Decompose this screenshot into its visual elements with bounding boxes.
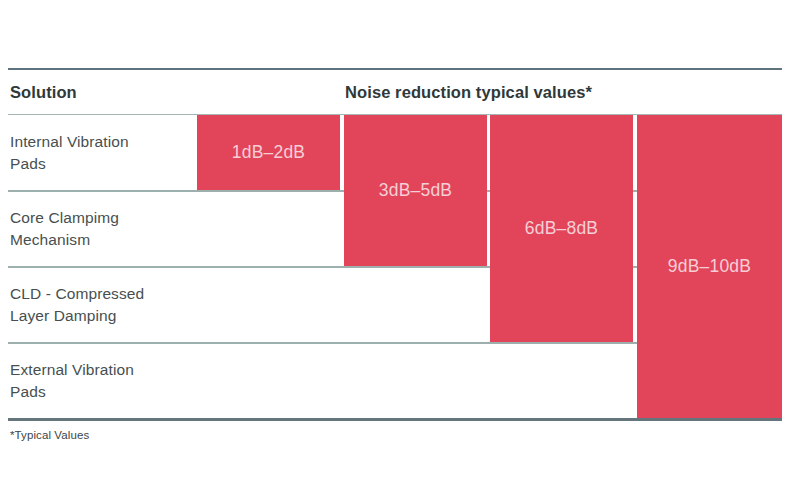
table-header-row: Solution Noise reduction typical values* — [8, 68, 782, 115]
bar-1db-2db: 1dB–2dB — [197, 115, 340, 190]
footnote-typical-values: *Typical Values — [10, 429, 89, 441]
table-row: Core Clampimg Mechanism — [8, 192, 196, 266]
row-label-internal-vibration-pads: Internal Vibration Pads — [8, 131, 165, 175]
figure-canvas: Solution Noise reduction typical values*… — [0, 0, 800, 499]
bar-3db-5db: 3dB–5dB — [344, 115, 487, 266]
bar-value-label: 1dB–2dB — [232, 142, 305, 163]
bar-value-label: 9dB–10dB — [668, 256, 751, 277]
table-row: External Vibration Pads — [8, 344, 196, 418]
table-row: CLD - Compressed Layer Damping — [8, 268, 196, 342]
table-row: Internal Vibration Pads — [8, 115, 196, 190]
table-body: Internal Vibration Pads Core Clampimg Me… — [8, 115, 782, 421]
row-label-external-vibration-pads: External Vibration Pads — [8, 359, 165, 403]
bar-9db-10db: 9dB–10dB — [637, 115, 782, 418]
column-header-noise-values: Noise reduction typical values* — [345, 83, 592, 102]
row-label-cld-compressed-layer-damping: CLD - Compressed Layer Damping — [8, 283, 165, 327]
row-label-core-clamping-mechanism: Core Clampimg Mechanism — [8, 207, 165, 251]
bar-value-label: 3dB–5dB — [379, 180, 452, 201]
column-header-solution: Solution — [10, 83, 77, 102]
noise-reduction-table: Solution Noise reduction typical values*… — [8, 68, 782, 421]
bar-6db-8db: 6dB–8dB — [490, 115, 633, 342]
bar-value-label: 6dB–8dB — [525, 218, 598, 239]
